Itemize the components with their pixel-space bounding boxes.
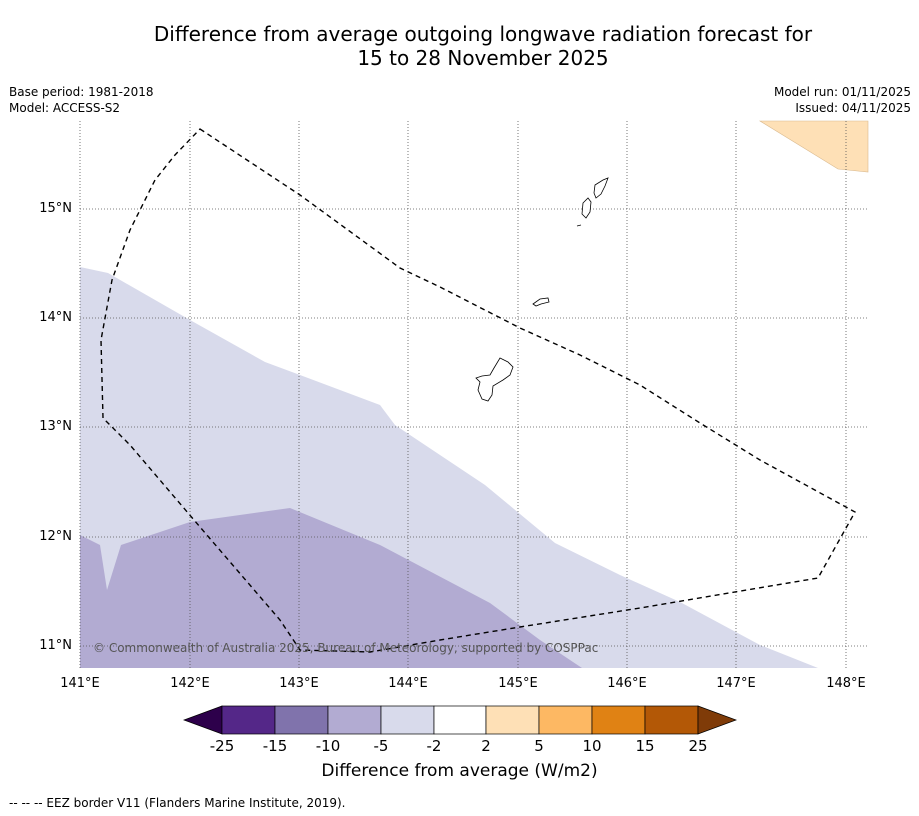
lon-label-146: 146°E xyxy=(607,676,647,691)
island-saipan xyxy=(593,177,609,199)
eez-footnote: -- -- -- EEZ border V11 (Flanders Marine… xyxy=(9,796,346,810)
islands xyxy=(475,177,609,402)
lat-label-14: 14°N xyxy=(39,310,72,325)
anomaly-region-medium xyxy=(80,508,582,668)
colorbar-bin-9 xyxy=(644,705,699,735)
island-guam xyxy=(475,357,514,402)
colorbar-bin-7 xyxy=(538,705,593,735)
island-tinian xyxy=(581,197,592,219)
colorbar-bin-3 xyxy=(327,705,382,735)
colorbar-label: -5 xyxy=(373,737,389,755)
colorbar-label: 25 xyxy=(688,737,708,755)
colorbar-label: 2 xyxy=(481,737,491,755)
lon-label-145: 145°E xyxy=(498,676,538,691)
lat-label-13: 13°N xyxy=(39,419,72,434)
colorbar-bin-6 xyxy=(485,705,540,735)
eez-border xyxy=(100,128,856,653)
colorbar-bin-1 xyxy=(221,705,276,735)
colorbar-bin-5 xyxy=(433,705,487,735)
title-line-2: 15 to 28 November 2025 xyxy=(357,46,609,70)
lon-label-143: 143°E xyxy=(279,676,319,691)
island-aguijan xyxy=(576,224,582,227)
meta-left: Base period: 1981-2018 Model: ACCESS-S2 xyxy=(9,84,154,116)
lat-label-11: 11°N xyxy=(39,638,72,653)
colorbar-bin-8 xyxy=(591,705,646,735)
colorbar-label: 15 xyxy=(635,737,655,755)
model-name: Model: ACCESS-S2 xyxy=(9,101,121,115)
colorbar-label: 10 xyxy=(582,737,602,755)
lon-label-142: 142°E xyxy=(170,676,210,691)
lon-label-148: 148°E xyxy=(826,676,866,691)
gridlines xyxy=(79,121,868,668)
colorbar-label: -10 xyxy=(315,737,341,755)
colorbar-label: -2 xyxy=(426,737,442,755)
colorbar-label: 5 xyxy=(534,737,544,755)
colorbar-title: Difference from average (W/m2) xyxy=(321,761,598,781)
colorbar-bin-2 xyxy=(274,705,329,735)
issued-date: Issued: 04/11/2025 xyxy=(795,101,911,115)
colorbar-bin-4 xyxy=(380,705,435,735)
model-run: Model run: 01/11/2025 xyxy=(773,85,911,99)
base-period: Base period: 1981-2018 xyxy=(9,85,154,99)
meta-right: Model run: 01/11/2025 Issued: 04/11/2025 xyxy=(774,84,911,116)
lat-label-12: 12°N xyxy=(39,529,72,544)
colorbar-extend-high xyxy=(697,705,738,735)
lon-label-147: 147°E xyxy=(716,676,756,691)
colorbar-label: -15 xyxy=(262,737,288,755)
colorbar xyxy=(182,705,738,735)
copyright-notice: © Commonwealth of Australia 2025, Bureau… xyxy=(93,641,599,655)
title-line-1: Difference from average outgoing longwav… xyxy=(153,22,813,46)
lat-label-15: 15°N xyxy=(39,201,72,216)
lon-label-144: 144°E xyxy=(388,676,428,691)
lon-label-141: 141°E xyxy=(60,676,100,691)
colorbar-extend-low xyxy=(182,705,223,735)
map-title: Difference from average outgoing longwav… xyxy=(0,22,919,70)
anomaly-region-orange xyxy=(758,120,869,173)
colorbar-label: -25 xyxy=(209,737,235,755)
island-rota xyxy=(532,297,550,307)
